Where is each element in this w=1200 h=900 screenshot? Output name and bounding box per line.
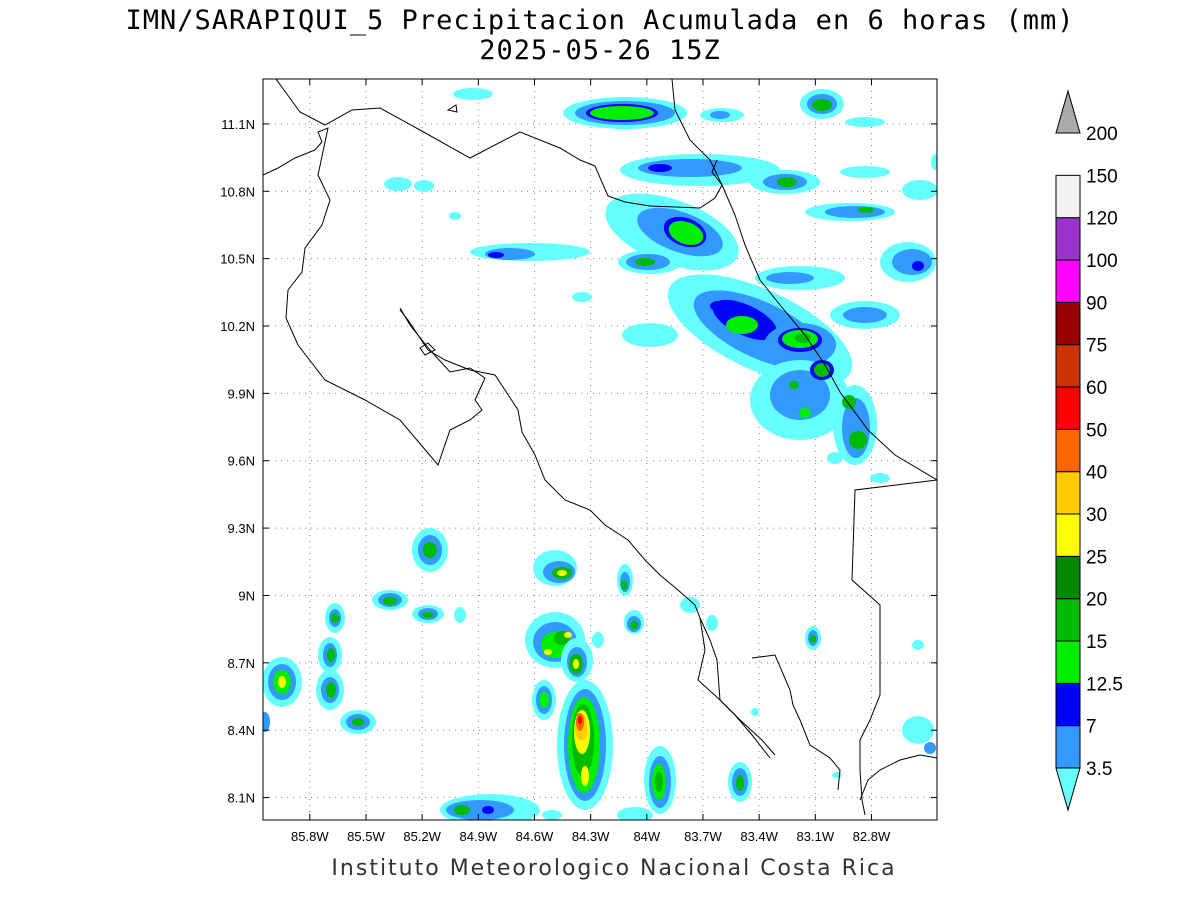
footer-credit: Instituto Meteorologico Nacional Costa R…: [331, 856, 897, 881]
lat-tick-label: 9.9N: [228, 386, 255, 401]
colorbar-swatch: [1055, 344, 1081, 388]
lon-tick-label: 82.8W: [853, 829, 891, 844]
colorbar-label: 25: [1086, 547, 1107, 568]
gulf-of-nicoya-coast: [399, 309, 771, 759]
rain-cell: [561, 638, 593, 682]
caribbean-coast: [721, 184, 937, 481]
colorbar-swatch: [1055, 259, 1081, 303]
lon-tick-label: 84W: [633, 829, 660, 844]
nicaragua-caribbean-coast: [671, 79, 723, 186]
rain-cell: [833, 385, 877, 465]
colorbar-swatch: [1055, 471, 1081, 515]
lon-tick-label: 84.6W: [516, 829, 554, 844]
lake-nicaragua-islet: [446, 104, 458, 113]
longitude-axis: 85.8W 85.5W 85.2W 84.9W 84.6W 84.3W 84W 83.7W 83…: [291, 79, 891, 844]
lat-tick-label: 9N: [238, 588, 255, 603]
colorbar-swatch: [1055, 682, 1081, 727]
lon-tick-label: 85.8W: [291, 829, 329, 844]
colorbar-swatch: [1055, 513, 1081, 557]
rain-cell: [533, 550, 577, 586]
rain-cell: [800, 89, 844, 119]
lat-tick-label: 8.1N: [228, 791, 255, 806]
colorbar-label: 150: [1086, 166, 1118, 187]
map-frame: [262, 78, 938, 821]
chart-subtitle-datetime: 2025-05-26 15Z: [479, 35, 721, 66]
colorbar-label: 60: [1086, 378, 1107, 399]
colorbar-label: 100: [1086, 251, 1118, 272]
colorbar-label: 200: [1086, 124, 1118, 145]
lon-tick-label: 85.5W: [347, 829, 385, 844]
rain-cell: [644, 746, 676, 814]
colorbar-min-arrow: [1055, 767, 1081, 812]
golfo-dulce: [751, 654, 841, 791]
lon-tick-label: 83.4W: [740, 829, 778, 844]
colorbar-swatch: [1055, 725, 1081, 769]
rain-cell: [263, 657, 302, 707]
lat-tick-label: 11.1N: [221, 117, 255, 132]
colorbar-swatch: [1055, 640, 1081, 684]
lat-tick-label: 8.7N: [228, 656, 255, 671]
lat-tick-label: 10.8N: [220, 184, 255, 199]
lon-tick-label: 85.2W: [403, 829, 441, 844]
lon-tick-label: 83.7W: [684, 829, 722, 844]
colorbar-swatch: [1055, 598, 1081, 642]
rain-cell: [412, 528, 448, 572]
lat-tick-label: 9.3N: [228, 521, 255, 536]
burica-peninsula: [859, 754, 937, 801]
panama-border: [851, 479, 937, 816]
colorbar-swatch: [1055, 386, 1081, 430]
colorbar-swatch: [1055, 428, 1081, 473]
colorbar-max-arrow: [1055, 89, 1081, 134]
lon-tick-label: 84.9W: [460, 829, 498, 844]
rain-cell: [563, 97, 687, 129]
latitude-axis: 8.1N 8.4N 8.7N 9N 9.3N 9.6N 9.9N 10.2N 10.5N 10.8…: [220, 117, 937, 806]
pacific-coast-guanacaste: [263, 127, 486, 466]
colorbar-swatch: [1055, 555, 1081, 600]
colorbar-swatch: [1055, 301, 1081, 346]
lat-tick-label: 10.5N: [220, 252, 255, 267]
colorbar-label: 40: [1086, 463, 1107, 484]
lat-tick-label: 9.6N: [228, 454, 255, 469]
colorbar-legend: 3.5 7 12.5 15 20 25 30 40 50 60 75 90 100 120 150 200: [1055, 89, 1123, 812]
lat-tick-label: 8.4N: [228, 723, 255, 738]
colorbar-label: 7: [1086, 717, 1097, 738]
rain-cell-max: [557, 680, 613, 810]
chart-title: IMN/SARAPIQUI_5 Precipitacion Acumulada …: [125, 5, 1075, 36]
osa-peninsula: [697, 617, 776, 756]
nicaragua-border: [275, 79, 723, 209]
precipitation-field: [263, 88, 937, 820]
colorbar-label: 3.5: [1086, 759, 1112, 780]
colorbar-label: 12.5: [1086, 674, 1123, 695]
chira-island: [419, 342, 436, 356]
colorbar-label: 120: [1086, 209, 1118, 230]
colorbar-label: 75: [1086, 336, 1107, 357]
colorbar-label: 90: [1086, 293, 1107, 314]
colorbar-swatch: [1055, 217, 1081, 261]
colorbar-swatch: [1055, 174, 1081, 219]
lat-tick-label: 10.2N: [220, 319, 255, 334]
colorbar-label: 20: [1086, 590, 1107, 611]
lon-tick-label: 83.1W: [797, 829, 835, 844]
coastlines-borders: [263, 79, 937, 816]
lon-tick-label: 84.3W: [572, 829, 610, 844]
rain-cell: [764, 323, 836, 367]
colorbar-label: 15: [1086, 632, 1107, 653]
rain-cell: [750, 360, 850, 440]
rain-cell: [440, 794, 540, 820]
colorbar-label: 50: [1086, 420, 1107, 441]
colorbar-label: 30: [1086, 505, 1107, 526]
